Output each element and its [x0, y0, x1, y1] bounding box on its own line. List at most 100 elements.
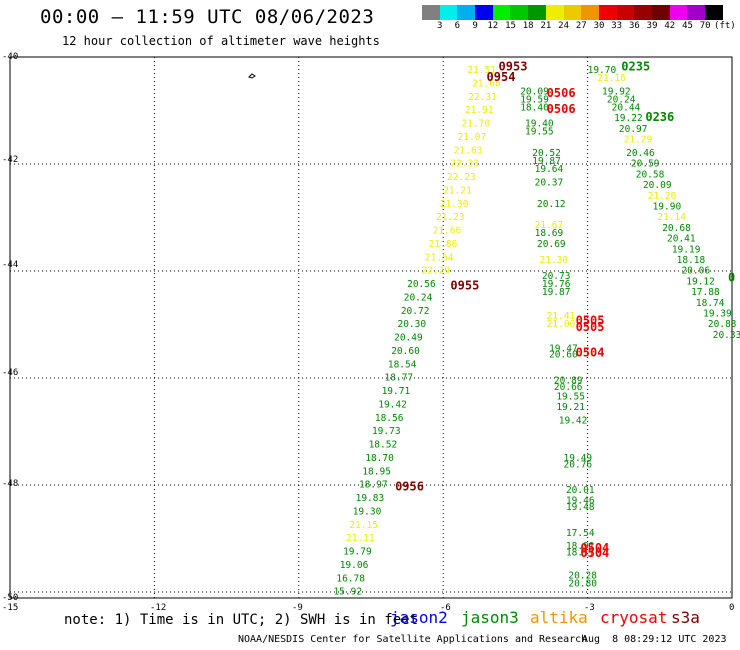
swh-value: 18.17: [566, 548, 595, 559]
swh-value: 18.18: [677, 255, 706, 266]
pass-time-label: 0236: [645, 110, 674, 124]
swh-value: 20.56: [407, 279, 436, 290]
swh-value: 16.78: [336, 573, 365, 584]
colorbar-swatch: [563, 5, 582, 20]
swh-value: 20.73: [542, 271, 571, 282]
swh-value: 18.56: [375, 413, 404, 424]
colorbar-swatch: [705, 5, 723, 20]
pass-time-label: 0: [728, 271, 735, 285]
swh-value: 21.14: [657, 212, 686, 223]
swh-labels: 21.51 21.68 22.31 21.91 21.70 21.07 21.63 22.33…: [333, 65, 740, 598]
legend-item: jason2: [390, 608, 448, 627]
latitude-label: -46: [2, 368, 19, 378]
swh-value: 22.23: [447, 172, 476, 183]
colorbar-label: 42: [664, 21, 676, 31]
swh-value: 18.97: [359, 480, 388, 491]
swh-value: 19.19: [672, 244, 701, 255]
legend-item: altika: [530, 608, 588, 627]
swh-value: 21.91: [465, 105, 494, 116]
colorbar-label: (ft): [714, 21, 736, 31]
colorbar-swatch: [510, 5, 529, 20]
colorbar-label: 6: [454, 21, 461, 31]
swh-value: 21.63: [454, 145, 483, 156]
swh-value: 19.76: [542, 279, 571, 290]
swh-value: 19.39: [703, 308, 732, 319]
longitude-label: -9: [292, 603, 303, 613]
swh-value: 19.22: [614, 113, 643, 124]
colorbar-swatch: [528, 5, 546, 20]
swh-value: 19.87: [542, 287, 571, 298]
colorbar-label: 70: [699, 21, 711, 31]
colorbar-label: 39: [646, 21, 658, 31]
pass-time-label: 0956: [395, 479, 424, 493]
swh-value: 20.76: [564, 459, 593, 470]
colorbar-label: 30: [593, 21, 605, 31]
swh-value: 22.31: [468, 92, 497, 103]
latitude-label: -48: [2, 479, 19, 489]
swh-value: 21.07: [458, 132, 487, 143]
swh-value: 22.33: [450, 159, 479, 170]
swh-value: 18.77: [384, 373, 413, 384]
swh-value: 20.28: [568, 571, 597, 582]
colorbar-swatch: [687, 5, 705, 20]
swh-value: 18.95: [362, 466, 391, 477]
colorbar-label: 15: [505, 21, 516, 31]
swh-value: 20.49: [394, 333, 423, 344]
swh-value: 19.79: [343, 547, 372, 558]
legend-item: cryosat: [600, 608, 668, 627]
legend-item: s3a: [671, 608, 700, 627]
swh-value: 20.72: [401, 306, 430, 317]
swh-value: 18.69: [535, 228, 564, 239]
swh-value: 21.68: [472, 78, 501, 89]
swh-value: 19.83: [356, 493, 385, 504]
swh-value: 20.01: [566, 485, 595, 496]
colorbar-label: 33: [611, 21, 623, 31]
swh-value: 21.70: [461, 119, 490, 130]
swh-value: 20.09: [520, 86, 549, 97]
latitude-label: -40: [2, 52, 19, 62]
swh-value: 20.89: [554, 375, 583, 386]
swh-value: 18.52: [369, 440, 398, 451]
swh-value: 20.12: [537, 199, 566, 210]
colorbar-swatch: [545, 5, 564, 20]
colorbar-swatch: [651, 5, 670, 20]
swh-value: 21.00: [547, 319, 576, 330]
swh-value: 20.09: [643, 180, 672, 191]
pass-time-label: 0506: [547, 86, 576, 100]
colorbar-label: 21: [540, 21, 552, 31]
swh-value: 21.51: [467, 65, 496, 76]
swh-value: 18.74: [696, 298, 725, 309]
colorbar-label: 24: [558, 21, 570, 31]
swh-value: 20.46: [626, 148, 655, 159]
swh-value: 21.86: [429, 239, 458, 250]
swh-value: 20.69: [537, 239, 566, 250]
colorbar-label: 3: [436, 21, 443, 31]
swh-value: 19.46: [566, 496, 595, 507]
map-grid: [10, 57, 732, 598]
latitude-label: -50: [2, 593, 19, 603]
swh-value: 19.59: [520, 94, 549, 105]
swh-value: 21.15: [349, 520, 378, 531]
swh-value: 19.21: [556, 402, 585, 413]
colorbar-swatch: [669, 5, 688, 20]
swh-value: 18.54: [388, 359, 417, 370]
swh-value: 19.40: [525, 119, 554, 130]
swh-value: 17.54: [566, 528, 595, 539]
swh-value: 19.30: [353, 506, 382, 517]
colorbar-swatch: [457, 5, 476, 20]
swh-value: 21.11: [346, 533, 375, 544]
swh-value: 20.41: [667, 234, 696, 245]
swh-value: 19.64: [535, 164, 564, 175]
swh-value: 20.33: [713, 330, 740, 341]
colorbar-label: 9: [472, 21, 478, 31]
swh-value: 20.24: [607, 94, 636, 105]
colorbar-swatch: [475, 5, 493, 20]
swh-value: 18.91: [566, 541, 595, 552]
swh-value: 21.16: [597, 73, 626, 84]
latitude-label: -44: [2, 260, 19, 270]
colorbar-swatch: [634, 5, 652, 20]
swh-value: 17.88: [691, 287, 720, 298]
colorbar-label: 18: [522, 21, 534, 31]
